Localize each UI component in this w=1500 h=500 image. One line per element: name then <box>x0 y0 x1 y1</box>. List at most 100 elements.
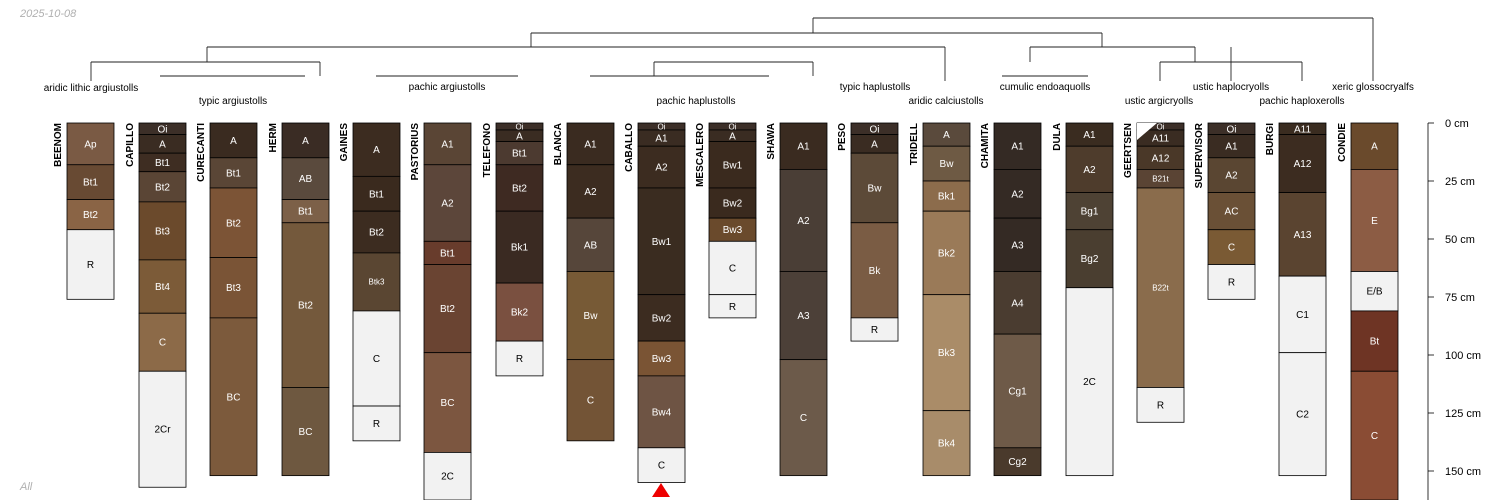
horizon-label: A <box>230 136 237 147</box>
horizon: E <box>1350 168 1399 272</box>
horizon: Bt1 <box>423 240 472 265</box>
horizon-rect <box>637 447 686 483</box>
horizon-label: A1 <box>1225 142 1238 153</box>
horizon: Bt1 <box>138 152 187 173</box>
horizon-label: E <box>1371 216 1378 227</box>
horizon-rect <box>352 310 401 407</box>
horizon-rect <box>138 171 187 203</box>
horizon-label: A <box>516 131 523 142</box>
horizon: R <box>352 405 401 442</box>
horizon-label: A1 <box>441 139 454 150</box>
profile-name: MESCALERO <box>695 123 706 187</box>
horizon-rect <box>566 271 615 361</box>
horizon: Bk1 <box>922 180 971 212</box>
horizon-rect <box>993 122 1042 170</box>
horizon-label: A11 <box>1152 134 1169 145</box>
horizon-rect <box>495 340 544 377</box>
horizon-rect <box>209 157 258 189</box>
taxon-label: pachic argiustolls <box>409 82 486 93</box>
horizon: 2C <box>1065 287 1114 477</box>
profile-herm: HERM A AB Bt1 Bt2 BC <box>268 122 330 477</box>
horizon: Bk1 <box>495 210 544 284</box>
profile-name: HERM <box>268 123 279 152</box>
profile-name: TRIDELL <box>909 123 920 165</box>
horizon: A12 <box>1278 134 1327 194</box>
horizon-rect <box>922 145 971 182</box>
horizon-rect <box>922 180 971 212</box>
axis-tick-label: 150 cm <box>1445 466 1481 478</box>
horizon: A1 <box>423 122 472 166</box>
horizon: B22t <box>1136 187 1185 388</box>
horizon-rect <box>1350 310 1399 372</box>
profile-telefono: TELEFONO OiA Bt1 Bt2 Bk1 Bk2 R <box>482 122 544 377</box>
horizon-rect <box>281 387 330 477</box>
horizon: Bt1 <box>209 157 258 189</box>
horizon-rect <box>281 157 330 200</box>
profile-shawa: SHAWA A1 A2 A3 C <box>766 122 828 477</box>
horizon-label: BC <box>227 392 241 403</box>
horizon-rect <box>1065 145 1114 193</box>
horizon-label: Bw4 <box>652 407 672 418</box>
taxon-label: aridic calciustolls <box>908 96 983 107</box>
horizon-label: Oi <box>870 124 880 135</box>
horizon: E/B <box>1350 271 1399 312</box>
horizon: A3 <box>779 271 828 361</box>
horizon: A2 <box>637 145 686 189</box>
horizon: A <box>352 122 401 177</box>
horizon-label: Bk4 <box>938 439 956 450</box>
axis-tick-label: 75 cm <box>1445 292 1475 304</box>
profile-mescalero: MESCALERO OiA Bw1 Bw2 Bw3 C R <box>695 122 757 319</box>
profile-name: SHAWA <box>766 123 777 160</box>
horizon-rect <box>779 359 828 477</box>
horizon: Bk3 <box>922 294 971 412</box>
horizon-label: A13 <box>1294 230 1312 241</box>
horizon-rect <box>708 294 757 319</box>
horizon-rect <box>850 222 899 319</box>
horizon-label: AC <box>1225 207 1239 218</box>
overlap-marker <box>1137 123 1157 140</box>
horizon-label: Bt2 <box>512 183 527 194</box>
horizon: Bt3 <box>138 201 187 261</box>
horizon-rect <box>352 405 401 442</box>
horizon-rect <box>779 168 828 272</box>
horizon-label: Bt1 <box>512 149 527 160</box>
horizon: A11 <box>1278 122 1327 135</box>
horizon: Bt1 <box>281 199 330 224</box>
horizon-label: A1 <box>584 139 597 150</box>
horizon-label: Bt1 <box>369 189 384 200</box>
horizon-label: A2 <box>1083 165 1096 176</box>
taxon-labels: aridic lithic argiustolls typic argiustol… <box>44 82 1414 107</box>
horizon: Bt <box>1350 310 1399 372</box>
horizon: C <box>138 312 187 372</box>
horizon-rect <box>352 122 401 177</box>
horizon-rect <box>1207 229 1256 265</box>
horizon-label: R <box>1228 277 1235 288</box>
horizon: C <box>566 359 615 442</box>
horizon: Ap <box>66 122 115 166</box>
horizon: R <box>66 229 115 300</box>
horizon-label: E/B <box>1366 287 1382 298</box>
horizon-label: A11 <box>1294 124 1311 135</box>
horizon: A <box>495 129 544 142</box>
horizon-label: Oi <box>729 122 737 131</box>
horizon: 2Cr <box>138 370 187 488</box>
horizon-label: C <box>729 264 736 275</box>
horizon-label: A12 <box>1152 153 1170 164</box>
horizon-rect <box>993 333 1042 449</box>
taxon-label: pachic haploxerolls <box>1259 96 1344 107</box>
profile-name: CAPILLO <box>125 123 136 167</box>
horizon-label: C2 <box>1296 410 1309 421</box>
taxon-label: ustic haplocryolls <box>1193 82 1269 93</box>
horizon-label: Bk2 <box>938 248 956 259</box>
horizon: Bw1 <box>637 187 686 296</box>
horizon-label: C <box>658 461 665 472</box>
horizon: Cg2 <box>993 447 1042 477</box>
horizon-label: Bw1 <box>723 160 743 171</box>
horizon-label: 2C <box>441 472 454 483</box>
horizon: Bt4 <box>138 259 187 314</box>
horizon: C <box>1207 229 1256 265</box>
horizon-label: A <box>159 139 166 150</box>
horizon-label: 2C <box>1083 377 1096 388</box>
profile-name: PASTORIUS <box>410 123 421 181</box>
